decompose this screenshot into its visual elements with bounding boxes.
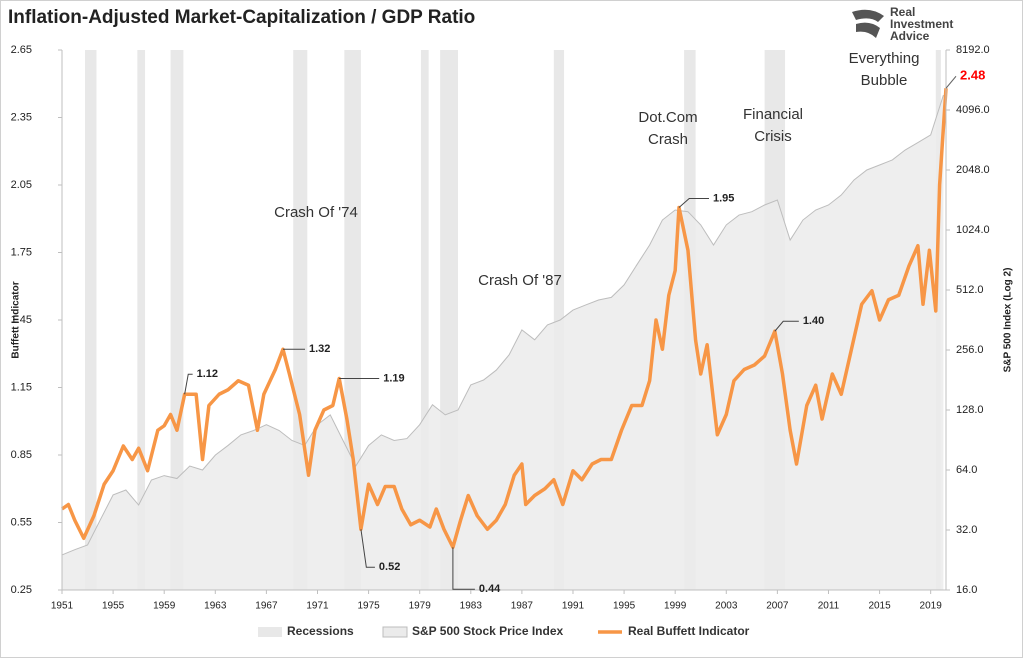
- callout-label: 1.40: [803, 315, 824, 327]
- legend-label: S&P 500 Stock Price Index: [412, 624, 564, 638]
- x-tick-label: 1999: [664, 601, 687, 612]
- callout-label: 1.12: [197, 368, 218, 380]
- callout-leader: [184, 373, 193, 395]
- legend-swatch: [258, 627, 282, 637]
- recession-band: [137, 50, 146, 590]
- logo-mark: [852, 9, 884, 38]
- y2-tick-label: 4096.0: [956, 104, 990, 116]
- legend-label: Recessions: [287, 624, 354, 638]
- y2-tick-label: 1024.0: [956, 224, 990, 236]
- brand-logo: Real Investment Advice: [852, 5, 953, 43]
- recession-band: [170, 50, 184, 590]
- recession-band: [420, 50, 429, 590]
- event-label: Bubble: [861, 72, 908, 89]
- brand-text: Advice: [890, 29, 930, 43]
- y-axis-title: Buffett Indicator: [11, 281, 22, 358]
- callout-label: 0.52: [379, 561, 400, 573]
- callout-leader: [945, 75, 957, 89]
- y2-tick-label: 2048.0: [956, 164, 990, 176]
- legend-swatch: [382, 626, 408, 638]
- x-tick-label: 1975: [357, 601, 380, 612]
- legend-label: Real Buffett Indicator: [628, 624, 750, 638]
- y-tick-label: 2.35: [11, 111, 32, 123]
- event-label: Crash Of '74: [274, 204, 358, 221]
- area-edge: [61, 94, 944, 556]
- x-tick-label: 2011: [818, 601, 840, 612]
- area-fill: [62, 95, 944, 590]
- y-tick-label: 0.55: [11, 516, 32, 528]
- y-tick-label: 0.25: [11, 584, 32, 596]
- y2-tick-label: 256.0: [956, 344, 984, 356]
- callout-label: 1.95: [713, 192, 734, 204]
- event-label: Dot.Com: [638, 109, 697, 126]
- x-tick-label: 1967: [255, 601, 278, 612]
- x-tick-label: 1963: [204, 601, 227, 612]
- brand-text: Real: [890, 5, 915, 19]
- x-tick-label: 2019: [920, 601, 943, 612]
- x-tick-label: 1959: [153, 601, 176, 612]
- x-tick-label: 2015: [868, 601, 891, 612]
- line-series: [60, 88, 948, 549]
- y2-tick-label: 32.0: [956, 524, 977, 536]
- x-tick-label: 1991: [562, 601, 585, 612]
- callout-leader: [774, 320, 799, 332]
- y2-tick-label: 128.0: [956, 404, 984, 416]
- event-label: Everything: [849, 50, 920, 67]
- chart-title: Inflation-Adjusted Market-Capitalization…: [8, 7, 475, 28]
- y2-axis-title: S&P 500 Index (Log 2): [1003, 268, 1014, 373]
- event-label: Crash: [648, 131, 688, 148]
- x-tick-label: 2003: [715, 601, 738, 612]
- recession-band: [84, 50, 97, 590]
- callout-leader: [678, 198, 710, 208]
- y2-tick-label: 16.0: [956, 584, 977, 596]
- y-tick-label: 1.75: [11, 246, 32, 258]
- y2-tick-label: 8192.0: [956, 44, 990, 56]
- y-tick-label: 0.85: [11, 449, 32, 461]
- event-label: Crash Of '87: [478, 272, 562, 289]
- callout-label: 0.44: [479, 583, 501, 595]
- x-tick-label: 2007: [766, 601, 789, 612]
- brand-text: Investment: [890, 17, 953, 31]
- y-tick-label: 2.05: [11, 179, 32, 191]
- y-tick-label: 1.15: [11, 381, 32, 393]
- callout-label: 2.48: [960, 68, 985, 83]
- callout-label: 1.32: [309, 343, 330, 355]
- event-label: Financial: [743, 106, 803, 123]
- y-tick-label: 1.45: [11, 314, 32, 326]
- event-label: Crisis: [754, 128, 792, 145]
- y2-tick-label: 64.0: [956, 464, 977, 476]
- y2-tick-label: 512.0: [956, 284, 984, 296]
- x-tick-label: 1983: [460, 601, 483, 612]
- x-tick-label: 1995: [613, 601, 636, 612]
- x-tick-label: 1979: [409, 601, 432, 612]
- x-tick-label: 1951: [51, 601, 74, 612]
- plot-area: [60, 50, 948, 590]
- callout-label: 1.19: [383, 372, 404, 384]
- callout-leader: [360, 529, 375, 568]
- y-tick-label: 2.65: [11, 44, 32, 56]
- x-tick-label: 1971: [306, 601, 329, 612]
- x-tick-label: 1987: [511, 601, 534, 612]
- x-tick-label: 1955: [102, 601, 125, 612]
- callout-leader: [452, 547, 475, 590]
